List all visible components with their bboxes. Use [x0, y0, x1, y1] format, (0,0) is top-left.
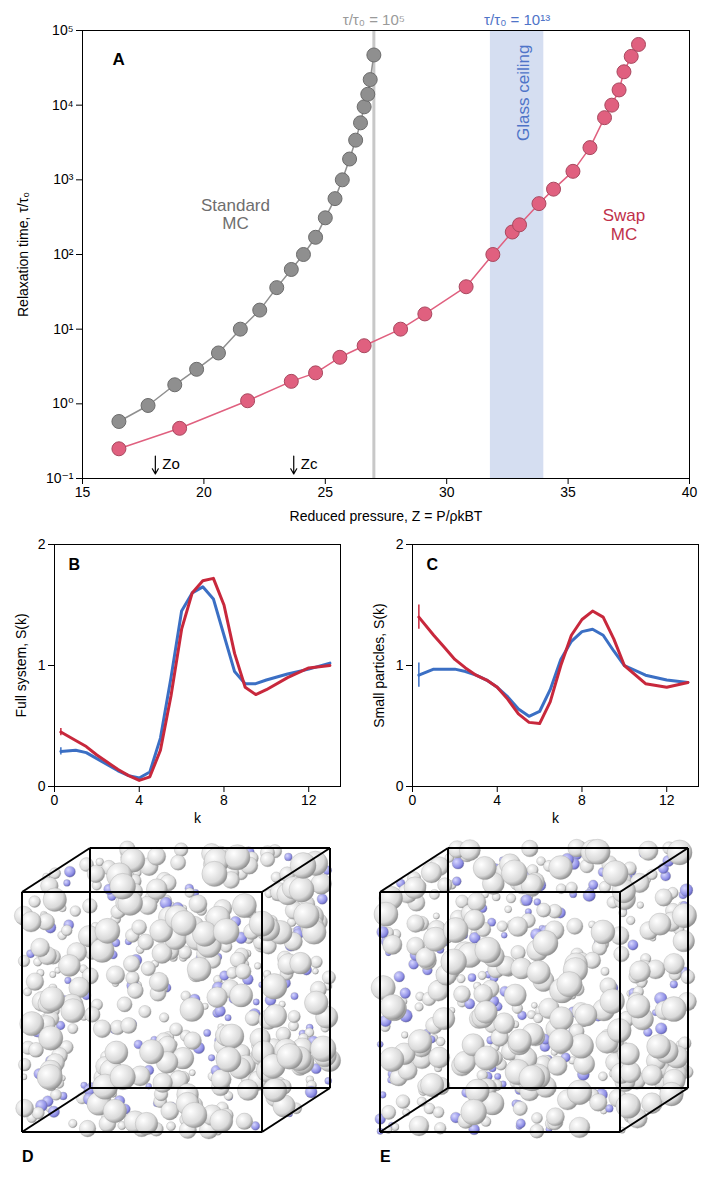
svg-text:k: k: [194, 810, 202, 826]
svg-text:0: 0: [396, 778, 404, 794]
svg-text:0: 0: [51, 792, 59, 808]
svg-text:2: 2: [38, 536, 46, 552]
svg-text:4: 4: [493, 792, 501, 808]
svg-text:Reduced pressure, Z = P/ρkBT: Reduced pressure, Z = P/ρkBT: [290, 508, 483, 524]
svg-text:StandardMC: StandardMC: [201, 196, 270, 234]
svg-text:10²: 10²: [53, 246, 74, 262]
svg-text:Zc: Zc: [301, 455, 318, 472]
svg-text:Relaxation time, τ/τ₀: Relaxation time, τ/τ₀: [15, 192, 31, 317]
svg-text:12: 12: [301, 792, 317, 808]
svg-text:25: 25: [318, 484, 334, 500]
svg-text:Zo: Zo: [162, 455, 180, 472]
svg-text:10⁰: 10⁰: [52, 395, 74, 411]
svg-text:15: 15: [75, 484, 91, 500]
svg-text:40: 40: [682, 484, 698, 500]
svg-text:12: 12: [659, 792, 675, 808]
svg-text:1: 1: [38, 657, 46, 673]
svg-text:10¹: 10¹: [53, 321, 74, 337]
svg-text:8: 8: [578, 792, 586, 808]
svg-text:E: E: [380, 1148, 391, 1165]
svg-text:Glass ceiling: Glass ceiling: [514, 45, 533, 141]
svg-text:10³: 10³: [53, 171, 74, 187]
svg-text:B: B: [69, 556, 81, 573]
svg-text:C: C: [427, 556, 439, 573]
svg-text:Small particles, S(k): Small particles, S(k): [371, 603, 387, 727]
svg-text:k: k: [552, 810, 560, 826]
svg-text:0: 0: [38, 778, 46, 794]
svg-text:10⁴: 10⁴: [52, 97, 74, 113]
svg-text:τ/τ₀ = 10¹³: τ/τ₀ = 10¹³: [484, 11, 550, 28]
svg-text:A: A: [113, 50, 125, 69]
svg-text:2: 2: [396, 536, 404, 552]
svg-text:SwapMC: SwapMC: [603, 206, 646, 244]
svg-text:D: D: [22, 1148, 34, 1165]
svg-text:20: 20: [196, 484, 212, 500]
svg-text:1: 1: [396, 657, 404, 673]
svg-text:Full system, S(k): Full system, S(k): [13, 613, 29, 717]
svg-text:τ/τ₀ = 10⁵: τ/τ₀ = 10⁵: [343, 11, 405, 28]
svg-text:35: 35: [560, 484, 576, 500]
svg-text:8: 8: [220, 792, 228, 808]
svg-text:10⁵: 10⁵: [52, 22, 73, 38]
svg-text:10⁻¹: 10⁻¹: [46, 470, 74, 486]
svg-text:0: 0: [409, 792, 417, 808]
svg-text:4: 4: [135, 792, 143, 808]
svg-text:30: 30: [439, 484, 455, 500]
